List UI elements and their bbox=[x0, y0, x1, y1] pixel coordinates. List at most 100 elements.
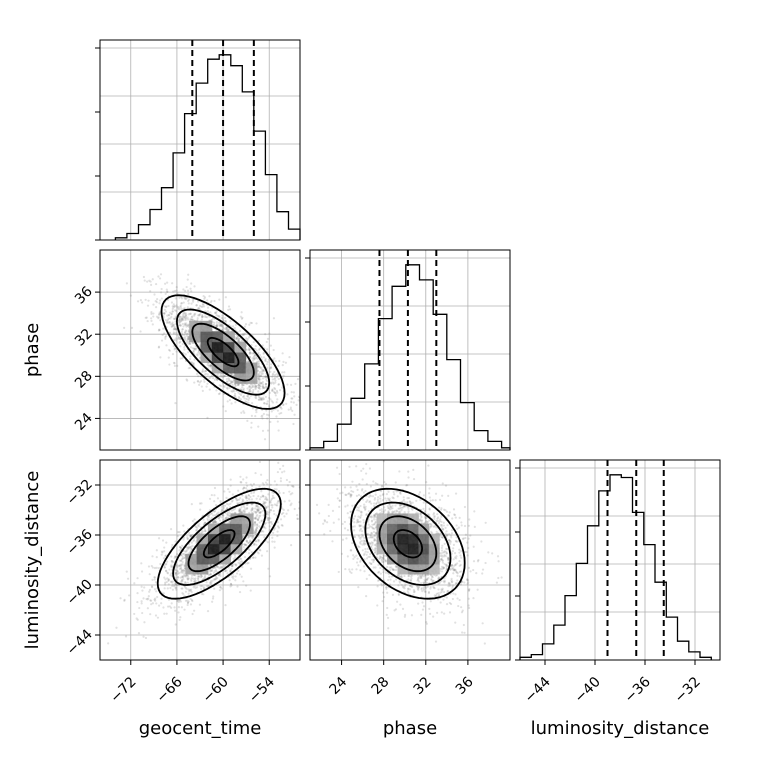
sample-point bbox=[269, 575, 271, 577]
sample-point bbox=[207, 307, 209, 309]
sample-point bbox=[262, 385, 264, 387]
sample-point bbox=[413, 478, 415, 480]
sample-point bbox=[385, 586, 387, 588]
sample-point bbox=[161, 551, 163, 553]
sample-point bbox=[312, 414, 314, 416]
sample-point bbox=[264, 359, 266, 361]
sample-point bbox=[166, 561, 168, 563]
sample-point bbox=[187, 588, 189, 590]
sample-point bbox=[189, 355, 191, 357]
sample-point bbox=[178, 549, 180, 551]
sample-point bbox=[258, 380, 260, 382]
sample-point bbox=[382, 499, 384, 501]
sample-point bbox=[278, 429, 280, 431]
sample-point bbox=[275, 415, 277, 417]
sample-point bbox=[200, 576, 202, 578]
sample-point bbox=[256, 523, 258, 525]
sample-point bbox=[156, 549, 158, 551]
sample-point bbox=[283, 470, 285, 472]
sample-point bbox=[241, 566, 243, 568]
sample-point bbox=[147, 320, 149, 322]
sample-point bbox=[244, 326, 246, 328]
sample-point bbox=[229, 383, 231, 385]
sample-point bbox=[255, 511, 257, 513]
sample-point bbox=[276, 535, 278, 537]
sample-point bbox=[190, 313, 192, 315]
sample-point bbox=[179, 325, 181, 327]
sample-point bbox=[191, 315, 193, 317]
sample-point bbox=[213, 572, 215, 574]
sample-point bbox=[239, 497, 241, 499]
sample-point bbox=[277, 462, 279, 464]
sample-point bbox=[143, 586, 145, 588]
sample-point bbox=[141, 570, 143, 572]
sample-point bbox=[230, 402, 232, 404]
sample-point bbox=[200, 502, 202, 504]
sample-point bbox=[266, 348, 268, 350]
sample-point bbox=[163, 332, 165, 334]
sample-point bbox=[278, 378, 280, 380]
sample-point bbox=[468, 538, 470, 540]
sample-point bbox=[133, 582, 135, 584]
sample-point bbox=[285, 362, 287, 364]
sample-point bbox=[168, 583, 170, 585]
sample-point bbox=[231, 501, 233, 503]
sample-point bbox=[241, 311, 243, 313]
sample-point bbox=[148, 565, 150, 567]
sample-point bbox=[149, 573, 151, 575]
sample-point bbox=[223, 507, 225, 509]
sample-point bbox=[262, 381, 264, 383]
sample-point bbox=[280, 408, 282, 410]
sample-point bbox=[316, 504, 318, 506]
sample-point bbox=[165, 310, 167, 312]
sample-point bbox=[427, 464, 429, 466]
sample-point bbox=[315, 456, 317, 458]
sample-point bbox=[201, 585, 203, 587]
sample-point bbox=[269, 502, 271, 504]
sample-point bbox=[150, 284, 152, 286]
sample-point bbox=[281, 471, 283, 473]
sample-point bbox=[257, 495, 259, 497]
density-cell bbox=[223, 352, 235, 363]
sample-point bbox=[189, 535, 191, 537]
sample-point bbox=[245, 476, 247, 478]
sample-point bbox=[472, 569, 474, 571]
sample-point bbox=[294, 383, 296, 385]
sample-point bbox=[293, 401, 295, 403]
sample-point bbox=[174, 339, 176, 341]
sample-point bbox=[273, 513, 275, 515]
sample-point bbox=[242, 384, 244, 386]
sample-point bbox=[247, 395, 249, 397]
sample-point bbox=[182, 538, 184, 540]
sample-point bbox=[253, 544, 255, 546]
sample-point bbox=[261, 520, 263, 522]
sample-point bbox=[267, 400, 269, 402]
sample-point bbox=[289, 504, 291, 506]
sample-point bbox=[237, 490, 239, 492]
sample-point bbox=[179, 564, 181, 566]
sample-point bbox=[217, 497, 219, 499]
sample-point bbox=[176, 553, 178, 555]
sample-point bbox=[227, 488, 229, 490]
sample-point bbox=[178, 606, 180, 608]
sample-point bbox=[190, 588, 192, 590]
sample-point bbox=[234, 563, 236, 565]
sample-point bbox=[273, 541, 275, 543]
sample-point bbox=[269, 392, 271, 394]
sample-point bbox=[363, 521, 365, 523]
sample-point bbox=[363, 565, 365, 567]
sample-point bbox=[286, 450, 288, 452]
sample-point bbox=[158, 605, 160, 607]
sample-point bbox=[219, 374, 221, 376]
sample-point bbox=[269, 511, 271, 513]
sample-point bbox=[174, 402, 176, 404]
sample-point bbox=[183, 609, 185, 611]
sample-point bbox=[164, 338, 166, 340]
sample-point bbox=[280, 412, 282, 414]
sample-point bbox=[225, 517, 227, 519]
sample-point bbox=[271, 506, 273, 508]
sample-point bbox=[238, 502, 240, 504]
sample-point bbox=[173, 606, 175, 608]
sample-point bbox=[248, 494, 250, 496]
sample-point bbox=[203, 295, 205, 297]
